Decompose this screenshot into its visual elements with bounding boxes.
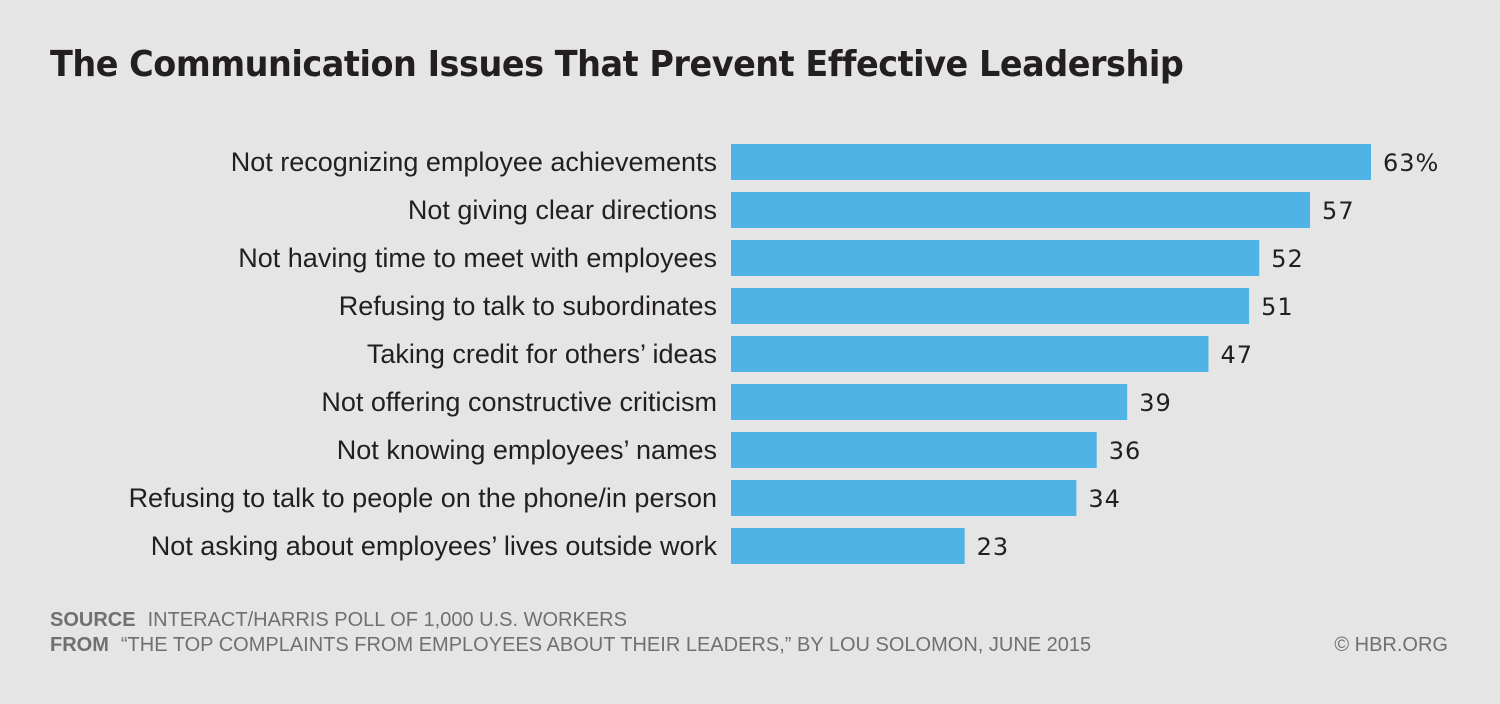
value-label: 47 — [1220, 341, 1253, 369]
value-label: 39 — [1139, 389, 1172, 417]
category-label: Not knowing employees’ names — [337, 435, 717, 465]
bar — [731, 240, 1260, 276]
value-label: 34 — [1088, 485, 1121, 513]
bars-group: Not recognizing employee achievements 63%… — [129, 144, 1439, 564]
value-label: 57 — [1322, 197, 1355, 225]
bar — [731, 528, 965, 564]
category-label: Refusing to talk to subordinates — [339, 291, 717, 321]
from-label: FROM — [50, 634, 109, 656]
source-text: INTERACT/HARRIS POLL OF 1,000 U.S. WORKE… — [147, 609, 627, 631]
value-label: 52 — [1271, 245, 1304, 273]
source-label: SOURCE — [50, 609, 136, 631]
footer-from: FROM “THE TOP COMPLAINTS FROM EMPLOYEES A… — [50, 634, 1091, 657]
chart-title: The Communication Issues That Prevent Ef… — [50, 44, 1184, 85]
bar — [731, 384, 1128, 420]
bar — [731, 336, 1209, 372]
category-label: Not offering constructive criticism — [321, 387, 717, 417]
bar — [731, 144, 1371, 180]
value-label: 23 — [977, 533, 1010, 561]
bar — [731, 192, 1311, 228]
category-label: Refusing to talk to people on the phone/… — [129, 483, 717, 513]
category-label: Not asking about employees’ lives outsid… — [151, 531, 718, 561]
category-label: Not recognizing employee achievements — [231, 147, 717, 177]
bar — [731, 288, 1250, 324]
bar — [731, 432, 1097, 468]
category-label: Not having time to meet with employees — [238, 243, 717, 273]
value-label: 36 — [1109, 437, 1142, 465]
from-text: “THE TOP COMPLAINTS FROM EMPLOYEES ABOUT… — [120, 634, 1092, 656]
bar — [731, 480, 1077, 516]
copyright: © HBR.ORG — [1334, 634, 1448, 656]
category-label: Not giving clear directions — [408, 195, 717, 225]
category-label: Taking credit for others’ ideas — [367, 339, 717, 369]
value-label: 51 — [1261, 293, 1294, 321]
value-label: 63% — [1383, 149, 1439, 177]
footer-source: SOURCE INTERACT/HARRIS POLL OF 1,000 U.S.… — [50, 609, 627, 632]
